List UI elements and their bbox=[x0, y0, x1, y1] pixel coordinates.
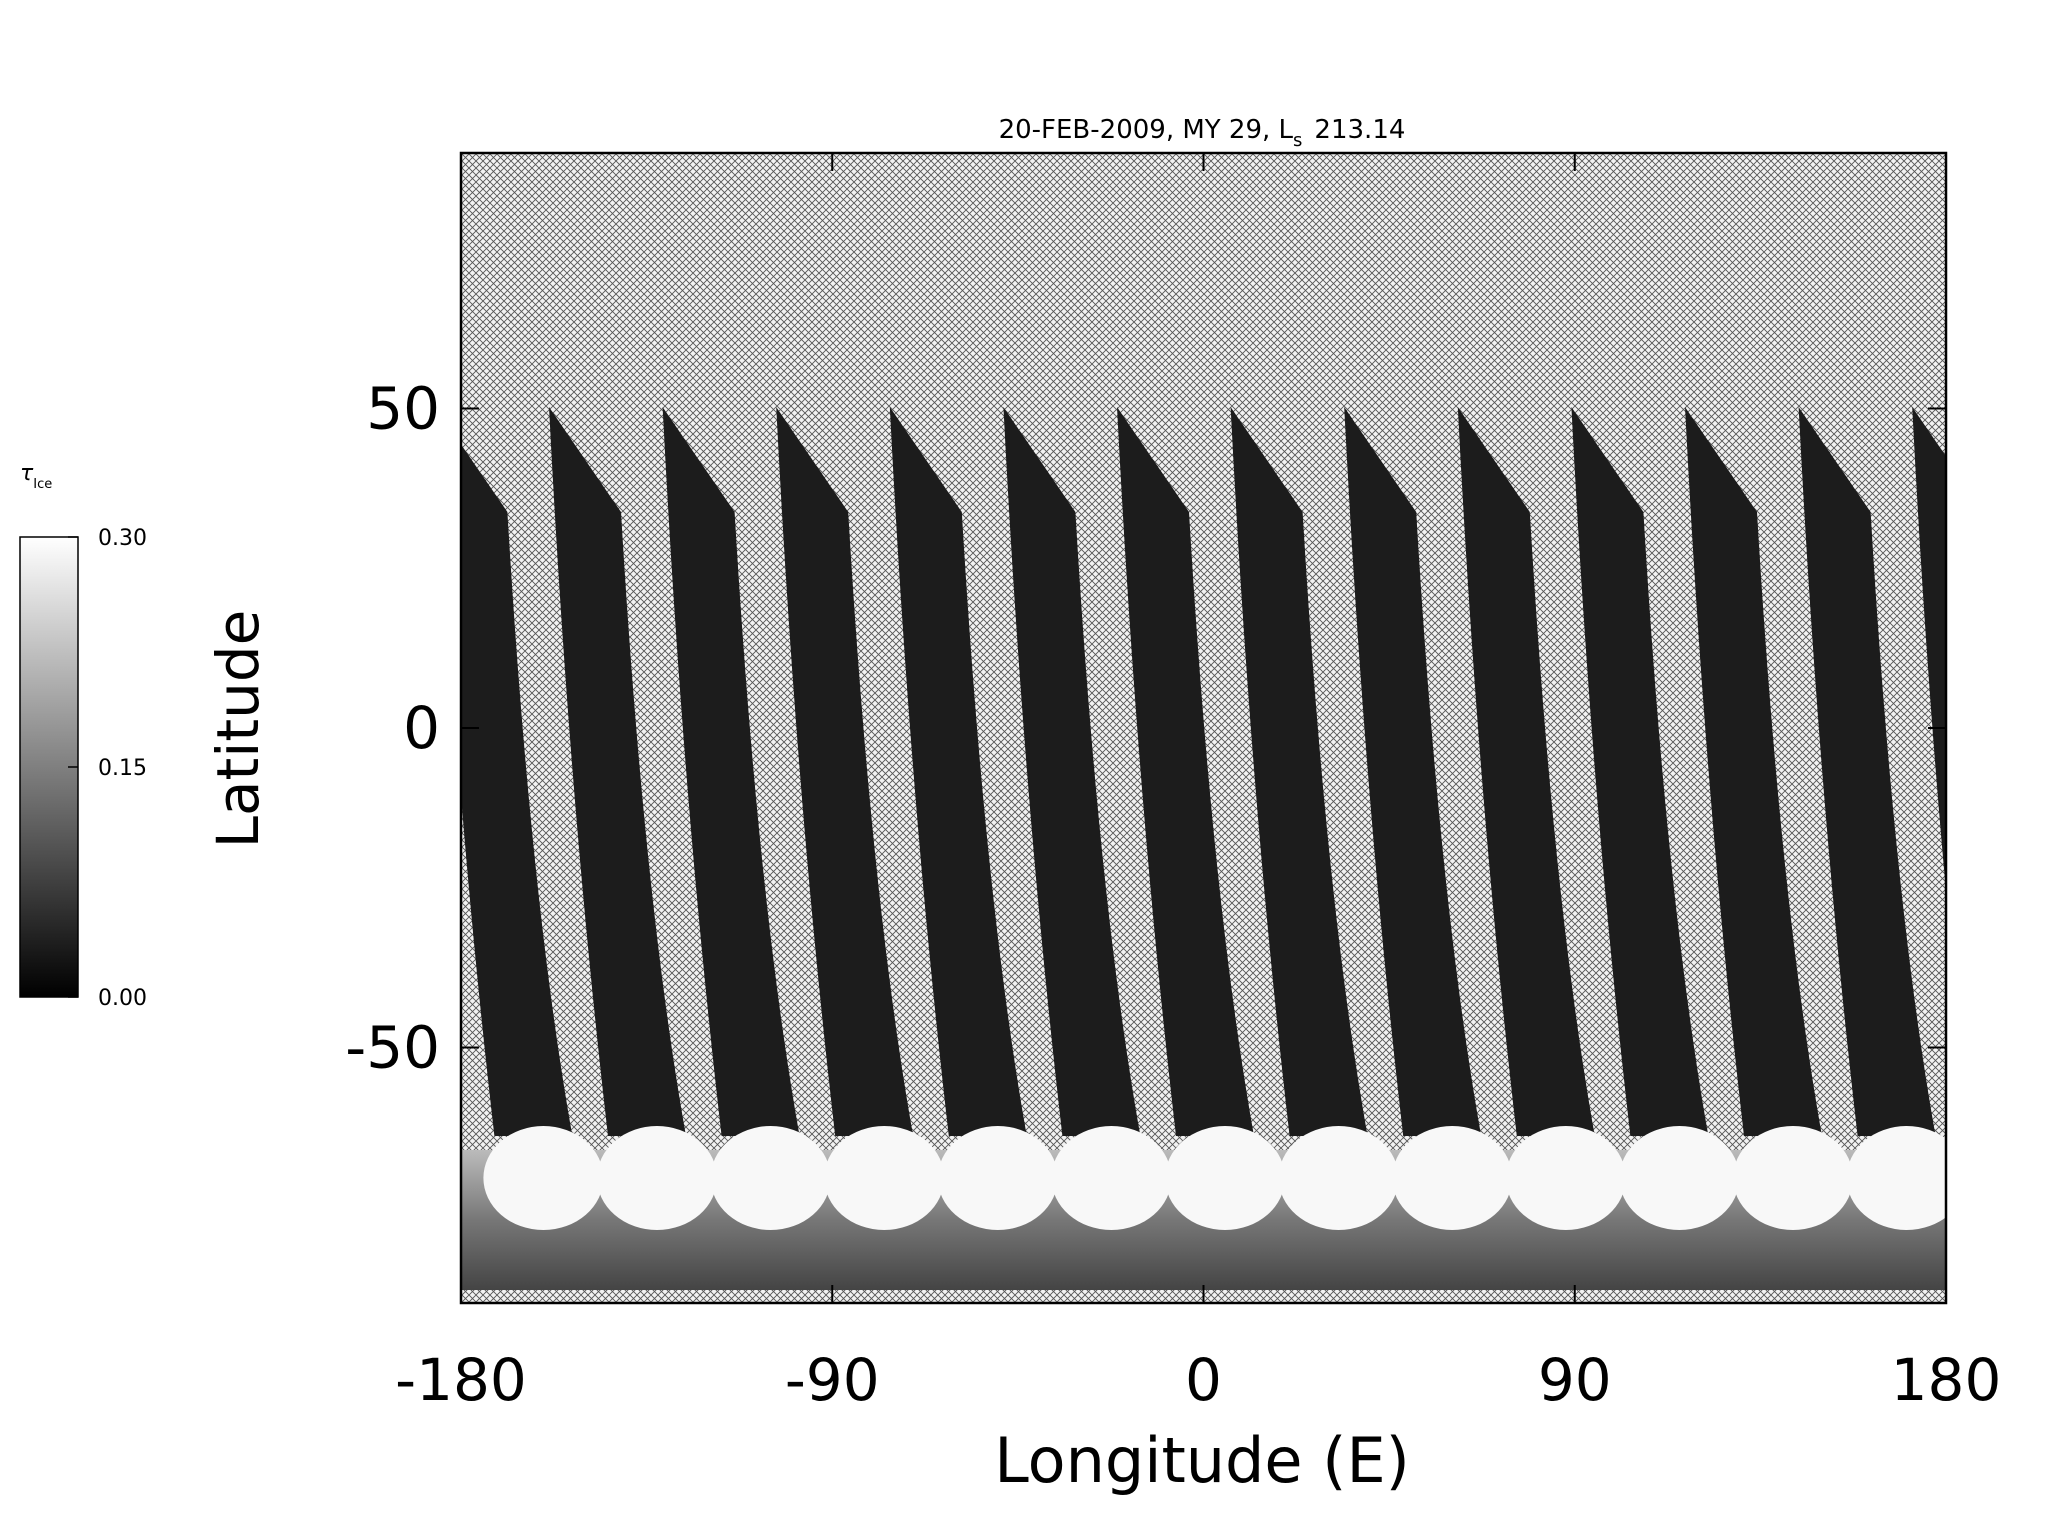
swath bbox=[461, 444, 573, 1136]
polar-cloud bbox=[1846, 1126, 1946, 1230]
swath bbox=[1798, 407, 1936, 1136]
polar-cloud bbox=[1278, 1126, 1399, 1230]
polar-cloud bbox=[1505, 1126, 1626, 1230]
colorbar-tick-label: 0.30 bbox=[98, 526, 147, 551]
swaths bbox=[461, 407, 2048, 1290]
colorbar-subscript: Ice bbox=[33, 477, 52, 492]
x-axis-label: Longitude (E) bbox=[994, 1424, 1410, 1497]
swath bbox=[1344, 407, 1482, 1136]
polar-cloud bbox=[1051, 1126, 1172, 1230]
colorbar-symbol: τ bbox=[20, 461, 34, 486]
y-tick-label: 0 bbox=[403, 694, 440, 762]
x-tick-label: 0 bbox=[1185, 1346, 1222, 1414]
y-tick-label: -50 bbox=[345, 1013, 440, 1081]
polar-cloud bbox=[1619, 1126, 1740, 1230]
y-axis-label: Latitude bbox=[204, 610, 272, 849]
x-tick-label: 90 bbox=[1538, 1346, 1612, 1414]
swath bbox=[1003, 407, 1141, 1136]
title-text: 20-FEB-2009, MY 29, L bbox=[999, 115, 1294, 145]
polar-cloud bbox=[1733, 1126, 1853, 1230]
x-tick-label: 180 bbox=[1891, 1346, 2002, 1414]
colorbar-tick-label: 0.15 bbox=[98, 756, 147, 781]
swath bbox=[1117, 407, 1254, 1136]
title-suffix: 213.14 bbox=[1314, 115, 1405, 145]
polar-cloud bbox=[710, 1126, 831, 1230]
polar-cloud bbox=[1392, 1126, 1513, 1230]
swath bbox=[549, 407, 686, 1136]
colorbar-tick-label: 0.00 bbox=[98, 986, 147, 1011]
swath bbox=[776, 407, 914, 1136]
polar-cloud bbox=[1960, 1126, 2048, 1230]
polar-cloud bbox=[597, 1126, 717, 1230]
y-tick-label: 50 bbox=[366, 375, 440, 443]
colorbar-label: τIce bbox=[20, 461, 52, 492]
swath bbox=[1571, 407, 1709, 1136]
swath bbox=[889, 407, 1027, 1136]
x-tick-label: -180 bbox=[395, 1346, 527, 1414]
swath bbox=[1230, 407, 1368, 1136]
polar-cloud bbox=[483, 1126, 604, 1230]
swath bbox=[1457, 407, 1595, 1136]
polar-cloud bbox=[824, 1126, 945, 1230]
title-subscript: s bbox=[1293, 130, 1302, 151]
x-tick-label: -90 bbox=[785, 1346, 880, 1414]
swath bbox=[662, 407, 800, 1136]
chart-title: 20-FEB-2009, MY 29, Ls 213.14 bbox=[999, 115, 1406, 151]
polar-cloud bbox=[1165, 1126, 1285, 1230]
swath bbox=[1912, 407, 1946, 892]
polar-cloud bbox=[937, 1126, 1058, 1230]
swath bbox=[1685, 407, 1822, 1136]
